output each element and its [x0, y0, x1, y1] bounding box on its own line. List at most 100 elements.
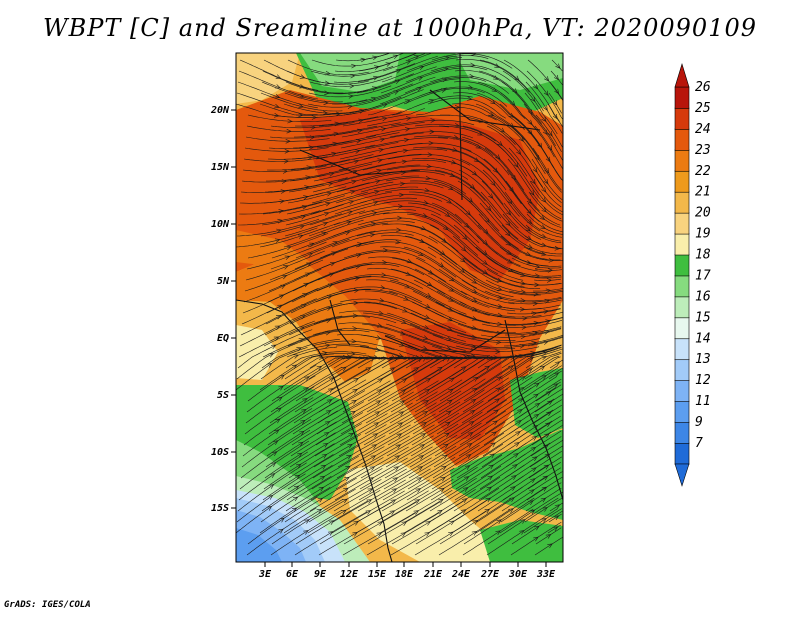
streamline-arrow: [494, 398, 501, 404]
streamline-arrow: [496, 519, 502, 525]
streamline-arrow: [553, 372, 560, 378]
streamline-arrow: [465, 454, 472, 459]
streamline: [318, 512, 392, 556]
streamline-arrow: [308, 145, 315, 150]
streamline: [313, 424, 387, 468]
streamline: [317, 122, 401, 138]
streamline-arrow: [327, 388, 334, 393]
streamline: [268, 140, 353, 149]
streamline: [357, 55, 438, 83]
streamline: [384, 434, 458, 479]
streamline: [479, 336, 563, 348]
streamline-arrow: [425, 175, 431, 181]
streamline-arrow: [471, 297, 478, 302]
streamline: [505, 180, 563, 233]
wbpt-shade-region: [510, 368, 563, 438]
streamline-arrow: [349, 421, 355, 427]
streamline: [242, 165, 327, 172]
streamline: [315, 402, 389, 446]
streamline: [287, 330, 370, 347]
streamline: [433, 180, 500, 232]
streamline-arrow: [471, 279, 478, 284]
streamline-arrow: [300, 419, 306, 425]
streamline: [307, 356, 383, 391]
streamline-arrow: [469, 409, 476, 415]
streamline-arrow: [326, 306, 333, 311]
streamline: [290, 412, 364, 457]
streamline: [459, 158, 520, 217]
streamline: [284, 210, 366, 237]
streamline: [500, 482, 562, 523]
streamline-arrow: [390, 499, 397, 504]
streamline-arrow: [508, 365, 514, 370]
streamlines: [236, 53, 563, 556]
streamline: [247, 114, 332, 122]
streamline: [434, 410, 506, 457]
streamline: [480, 431, 552, 479]
streamline-arrow: [323, 432, 330, 437]
streamline-arrow: [466, 96, 473, 101]
streamline: [264, 432, 336, 479]
streamline: [391, 257, 467, 296]
streamline-arrow: [541, 375, 547, 380]
streamline: [477, 224, 549, 267]
streamline-arrow: [280, 189, 287, 194]
colorbar-label: 9: [695, 415, 703, 430]
streamline: [263, 186, 347, 204]
colorbar-label: 22: [695, 164, 711, 179]
streamline-arrow: [352, 169, 359, 175]
streamline-arrow: [372, 433, 379, 438]
streamline-arrow: [323, 211, 330, 217]
streamline: [388, 390, 462, 435]
streamline: [387, 401, 461, 446]
streamline: [551, 59, 563, 72]
colorbar-swatch: [674, 86, 690, 109]
streamline: [271, 357, 344, 402]
streamline: [236, 92, 318, 116]
streamline: [456, 334, 540, 343]
streamline: [429, 224, 499, 275]
streamline-arrow: [552, 526, 559, 532]
streamline: [271, 229, 352, 259]
streamline-arrow: [552, 383, 559, 389]
streamline-arrow: [537, 142, 543, 149]
streamline: [265, 290, 344, 325]
colorbar-swatch: [674, 254, 690, 277]
streamline: [479, 442, 551, 490]
streamline-arrow: [283, 159, 290, 164]
streamline: [240, 183, 325, 193]
streamline-arrow: [484, 217, 490, 224]
streamline: [385, 423, 459, 468]
streamline-arrow: [543, 90, 549, 97]
streamline-arrow: [354, 149, 361, 154]
streamline-arrow: [443, 225, 449, 231]
streamline-arrow: [328, 272, 335, 277]
streamline: [532, 147, 562, 191]
colorbar-label: 14: [695, 331, 711, 346]
lat-tick-label: 20N: [210, 105, 230, 116]
streamline-arrow: [496, 376, 502, 382]
streamline-arrow: [532, 456, 538, 462]
streamline-arrow: [543, 178, 549, 185]
streamline: [341, 380, 415, 424]
streamline-arrow: [325, 410, 332, 415]
streamline-arrow: [425, 378, 432, 383]
streamline-arrow: [321, 231, 327, 237]
streamline-arrow: [403, 296, 409, 301]
streamline: [361, 424, 435, 468]
streamline: [526, 70, 563, 120]
streamline-arrow: [543, 105, 548, 111]
streamline-arrow: [520, 519, 526, 524]
streamline: [403, 489, 476, 534]
streamline-arrow: [316, 508, 323, 514]
streamline: [294, 511, 368, 556]
streamline: [475, 351, 550, 391]
streamline: [499, 352, 562, 391]
streamline: [452, 92, 525, 131]
streamline: [365, 380, 439, 424]
streamline-arrow: [484, 508, 491, 514]
streamline: [463, 257, 541, 289]
streamline: [531, 425, 563, 446]
streamline: [285, 351, 367, 369]
streamline: [511, 511, 563, 545]
